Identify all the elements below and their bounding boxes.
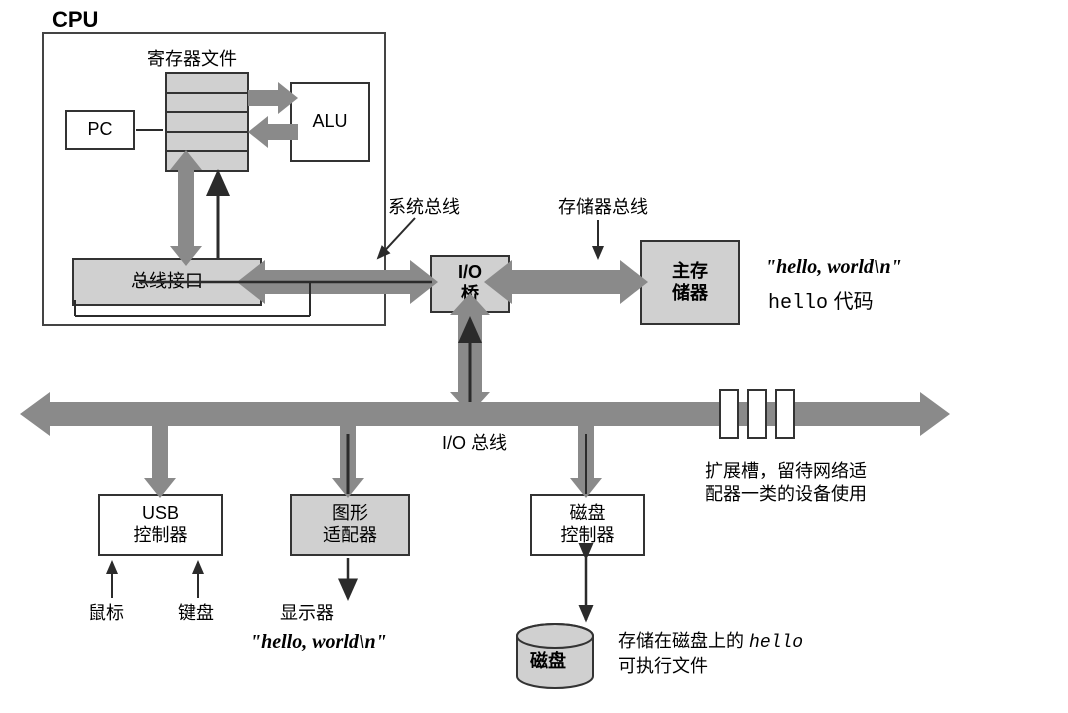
io-bus-label: I/O 总线 (442, 432, 507, 455)
cpu-label: CPU (52, 6, 98, 34)
hello-display-label: "hello, world\n" (250, 630, 387, 655)
system-bus-label: 系统总线 (388, 196, 460, 219)
memory-bus-label: 存储器总线 (558, 196, 648, 219)
expansion-label: 扩展槽，留待网络适 配器一类的设备使用 (705, 460, 925, 505)
mouse-label: 鼠标 (88, 602, 124, 625)
disk-note-l1: 存储在磁盘上的 (618, 631, 749, 651)
bus-interface-box: 总线接口 (72, 258, 262, 306)
alu-label: ALU (312, 111, 347, 133)
hello-code-suffix: 代码 (834, 291, 874, 313)
diagram-canvas: CPU 寄存器文件 PC ALU 总线接口 I/O 桥 主存 储器 "hello… (0, 0, 1068, 713)
disk-note-l2: 可执行文件 (618, 656, 708, 676)
hello-mem-label: "hello, world\n" (765, 255, 902, 280)
main-memory-box: 主存 储器 (640, 240, 740, 325)
alu-box: ALU (290, 82, 370, 162)
io-bridge-label-bottom: 桥 (461, 284, 479, 306)
main-memory-label-bottom: 储器 (672, 283, 708, 305)
main-memory-label-top: 主存 (672, 261, 708, 283)
gfx-label-top: 图形 (332, 503, 368, 525)
diskc-label-top: 磁盘 (570, 503, 606, 525)
disk-controller-box: 磁盘 控制器 (530, 494, 645, 556)
disk-note: 存储在磁盘上的 hello 可执行文件 (618, 630, 803, 677)
disk-note-l1-mono: hello (749, 633, 803, 653)
monitor-label: 显示器 (280, 602, 334, 625)
hello-code-label: hello 代码 (768, 290, 874, 316)
gfx-label-bottom: 适配器 (323, 525, 377, 547)
usb-label-bottom: 控制器 (134, 525, 188, 547)
register-file (165, 72, 249, 172)
usb-label-top: USB (142, 503, 179, 525)
io-bridge-label-top: I/O (458, 262, 482, 284)
bus-interface-label: 总线接口 (131, 271, 203, 293)
graphics-adapter-box: 图形 适配器 (290, 494, 410, 556)
keyboard-label: 键盘 (178, 602, 214, 625)
diskc-label-bottom: 控制器 (561, 525, 615, 547)
usb-controller-box: USB 控制器 (98, 494, 223, 556)
io-bridge-box: I/O 桥 (430, 255, 510, 313)
pc-box: PC (65, 110, 135, 150)
regfile-title: 寄存器文件 (147, 48, 237, 71)
pc-label: PC (87, 119, 112, 141)
hello-code-mono: hello (768, 292, 828, 315)
disk-label: 磁盘 (530, 650, 566, 673)
